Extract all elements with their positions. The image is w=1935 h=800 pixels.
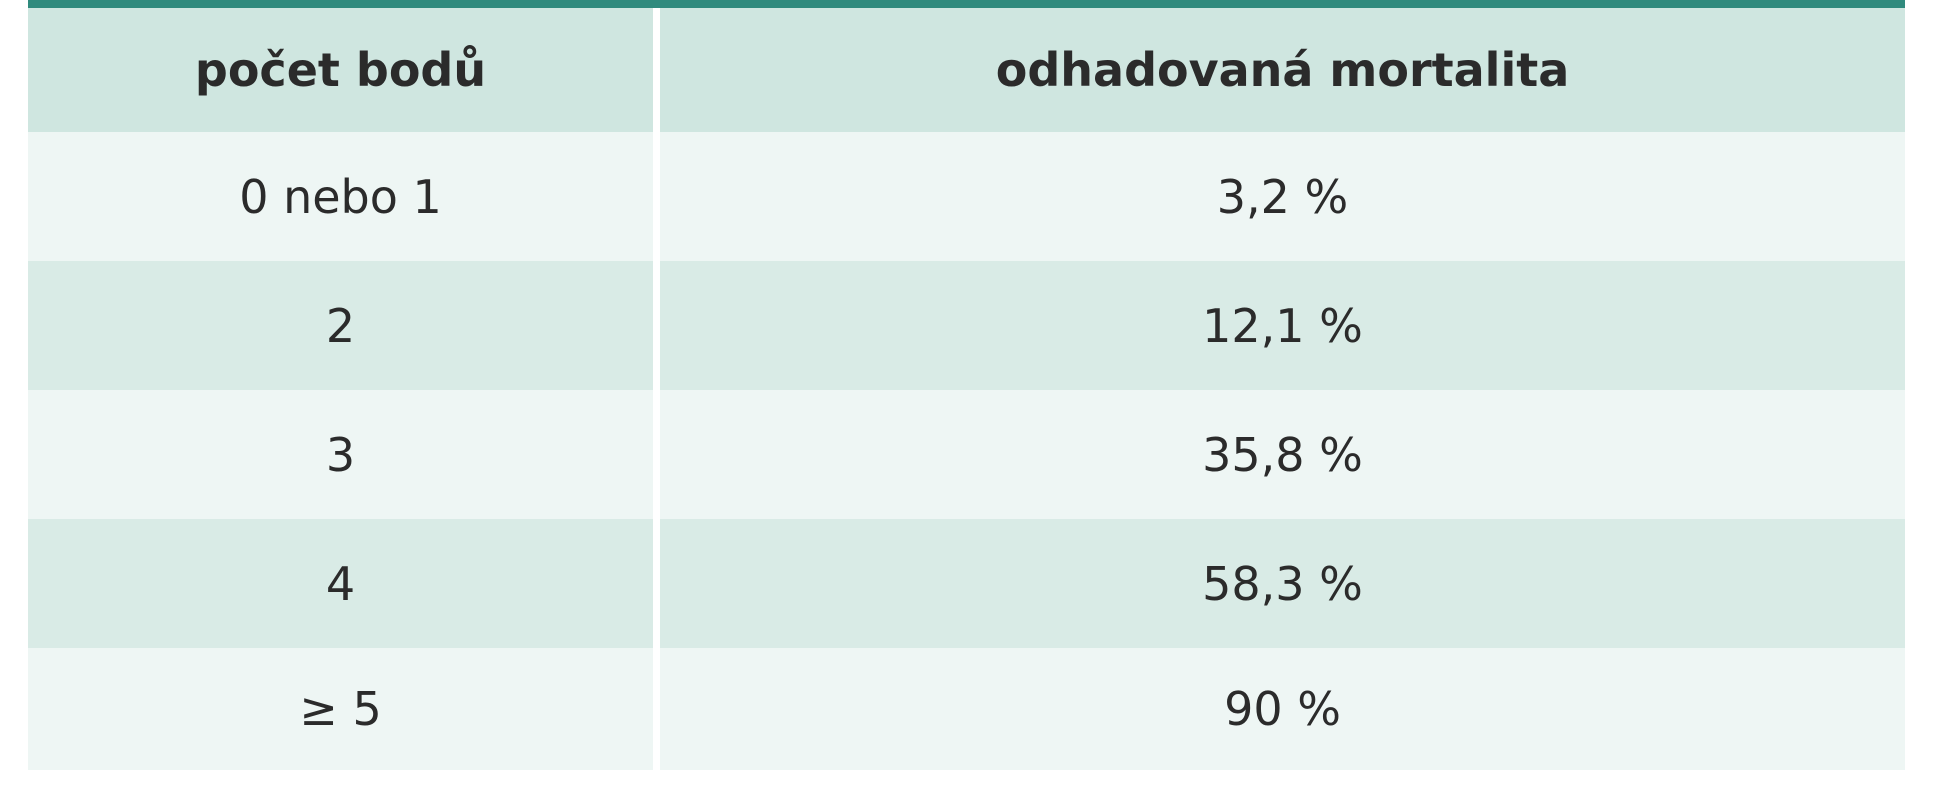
table: počet bodů odhadovaná mortalita 0 nebo 1…: [28, 8, 1905, 770]
table-cell: 35,8 %: [660, 390, 1905, 519]
table-cell: 2: [28, 261, 660, 390]
header-cell: odhadovaná mortalita: [660, 8, 1905, 132]
table-cell: 3: [28, 390, 660, 519]
table-row: 4 58,3 %: [28, 519, 1905, 648]
table-row: 3 35,8 %: [28, 390, 1905, 519]
table-body: 0 nebo 1 3,2 % 2 12,1 % 3 35,8 % 4 58,3 % ≥ 5 90 …: [28, 132, 1905, 770]
table-cell: 90 %: [660, 648, 1905, 770]
table-row: ≥ 5 90 %: [28, 648, 1905, 770]
table-cell: ≥ 5: [28, 648, 660, 770]
table-row: 2 12,1 %: [28, 261, 1905, 390]
table-row: 0 nebo 1 3,2 %: [28, 132, 1905, 261]
table-cell: 3,2 %: [660, 132, 1905, 261]
table-cell: 58,3 %: [660, 519, 1905, 648]
table-top-border: [28, 0, 1905, 8]
header-cell: počet bodů: [28, 8, 660, 132]
table-cell: 4: [28, 519, 660, 648]
table-cell: 12,1 %: [660, 261, 1905, 390]
header-row: počet bodů odhadovaná mortalita: [28, 8, 1905, 132]
table-cell: 0 nebo 1: [28, 132, 660, 261]
